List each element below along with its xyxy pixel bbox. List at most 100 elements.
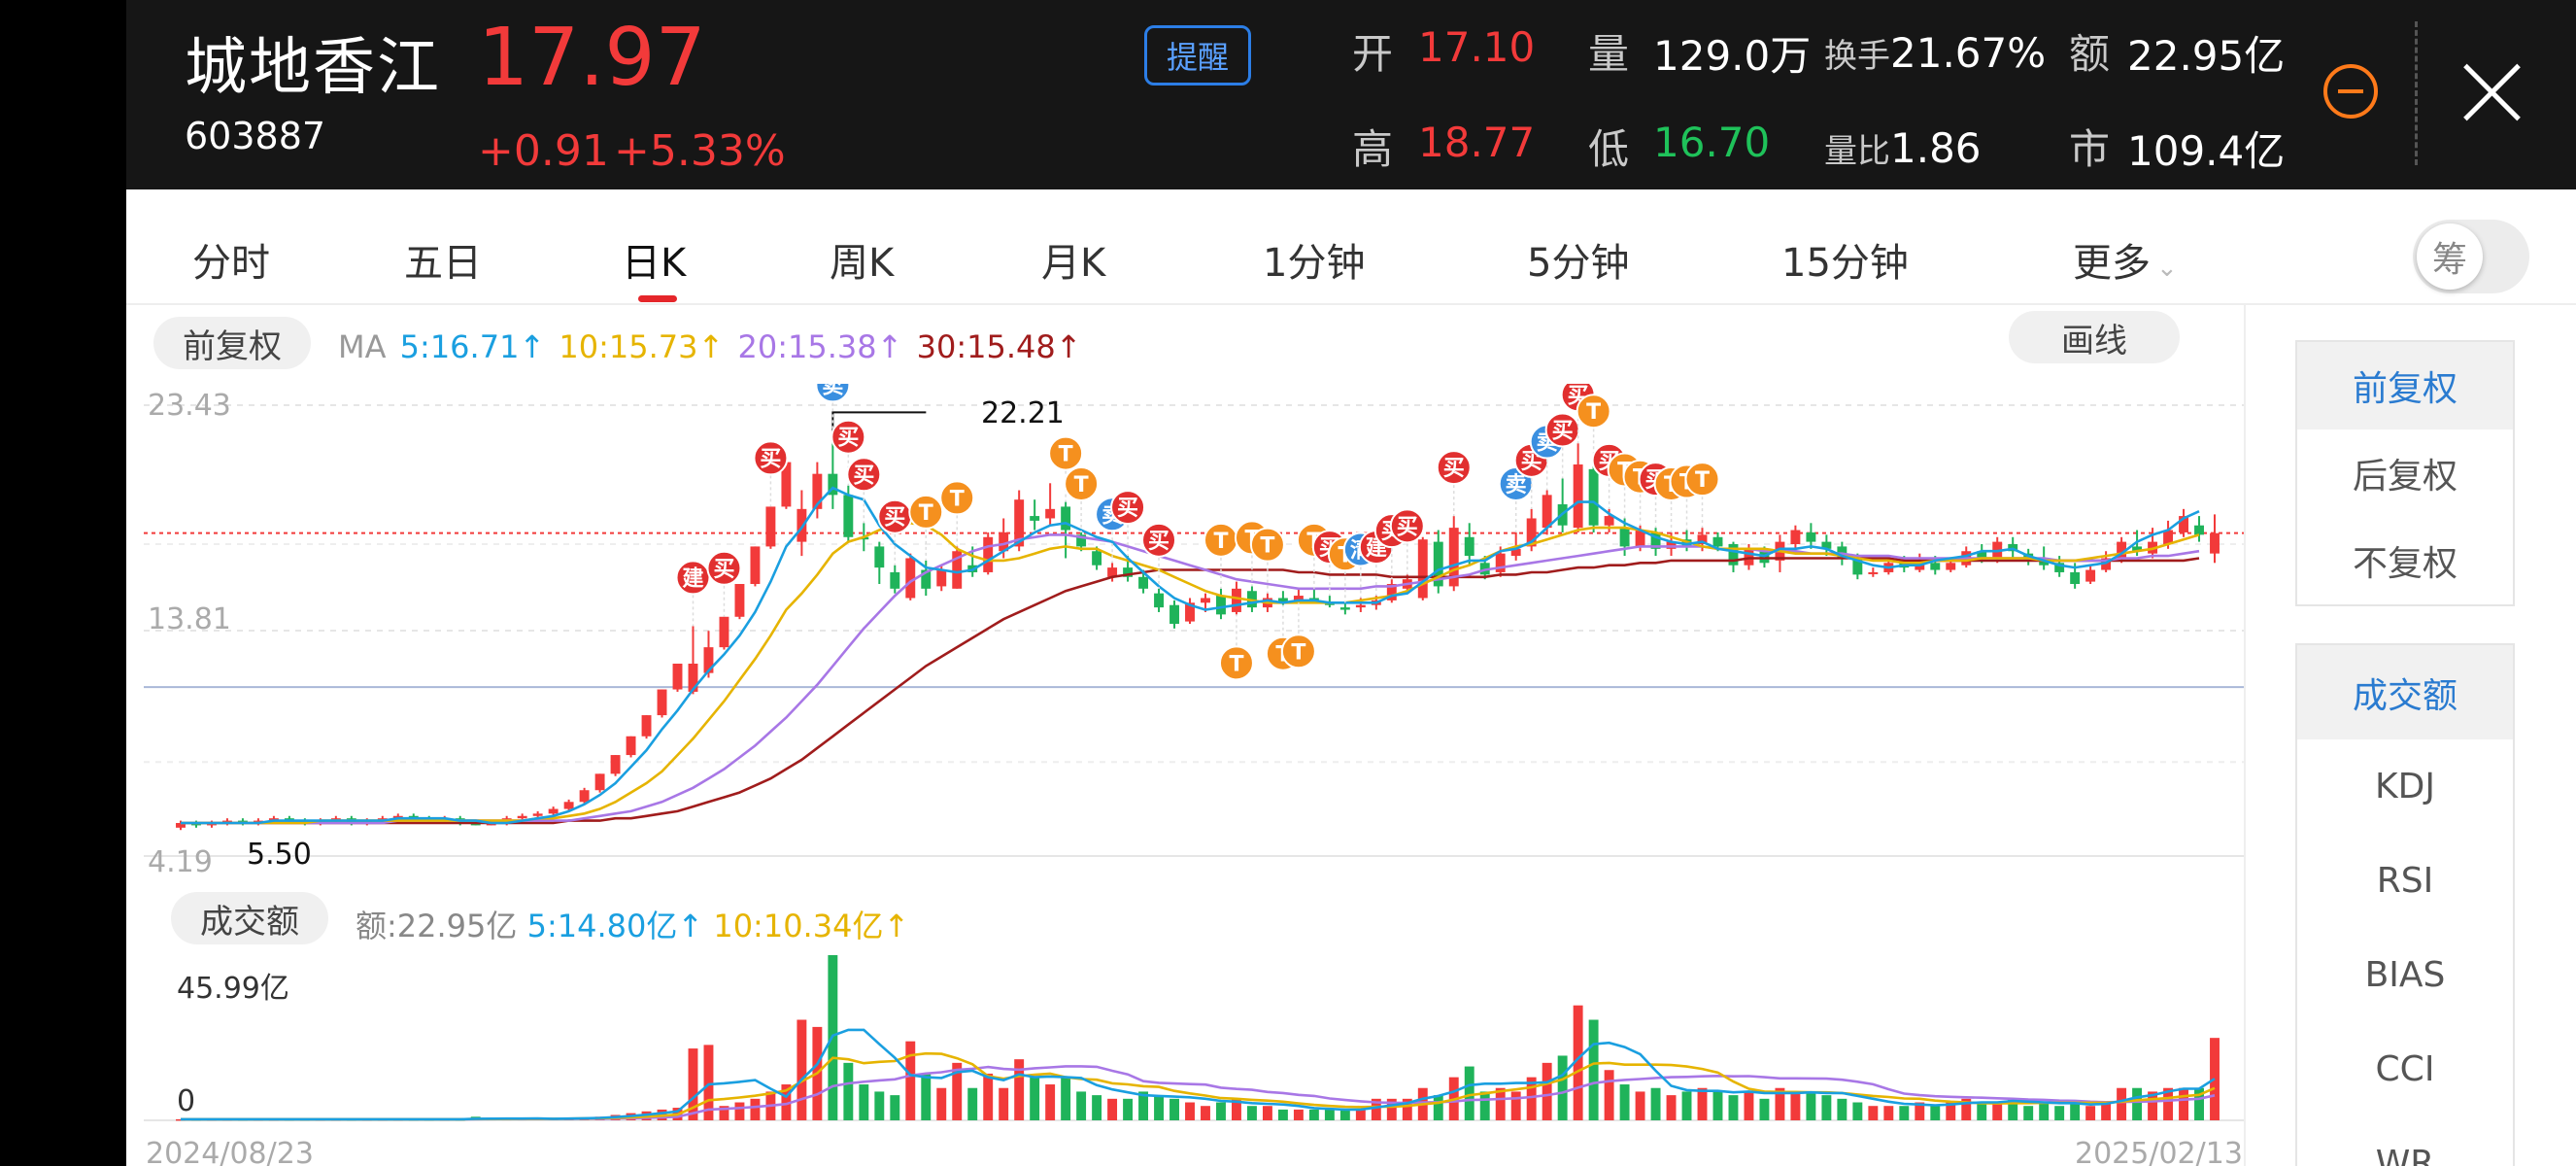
ma10-value: 10:15.73↑ xyxy=(559,328,725,365)
indicator-panel: 成交额 KDJ RSI BIAS CCI WR xyxy=(2295,643,2515,1166)
marker-label: T xyxy=(1291,640,1305,665)
candle-body xyxy=(1433,541,1443,587)
candle-body xyxy=(905,558,916,599)
y-axis-top-label: 23.43 xyxy=(148,389,231,423)
candle-body xyxy=(1573,464,1583,529)
marker-badge xyxy=(1684,462,1720,497)
tab-5min[interactable]: 5分钟 xyxy=(1527,241,1630,286)
side-forward-adjust[interactable]: 前复权 xyxy=(2297,342,2513,429)
side-indicator-amount[interactable]: 成交额 xyxy=(2297,645,2513,739)
volume-bar xyxy=(1930,1106,1941,1120)
volume-bar xyxy=(1293,1109,1304,1120)
volume-label: 量 xyxy=(1588,30,1630,78)
candle-body xyxy=(657,689,667,716)
volume-bar xyxy=(1681,1091,1692,1120)
candle-body xyxy=(176,822,186,828)
candle-body xyxy=(1526,518,1537,547)
volume-bar xyxy=(936,1087,947,1120)
volume-indicator-button[interactable]: 成交额 xyxy=(171,892,328,944)
marker-label: T xyxy=(919,501,933,526)
tab-monthly-k[interactable]: 月K xyxy=(1041,241,1106,286)
remove-watchlist-icon[interactable] xyxy=(2323,64,2378,119)
side-indicator-cci[interactable]: CCI xyxy=(2375,1049,2435,1089)
tab-weekly-k[interactable]: 周K xyxy=(830,241,895,286)
volume-bar xyxy=(1262,1106,1272,1120)
volume-bar xyxy=(1635,1091,1645,1120)
marker-label: 买 xyxy=(1117,497,1138,521)
volume-bar xyxy=(1604,1070,1614,1120)
marker-label: 买 xyxy=(1397,515,1418,539)
volume-bar xyxy=(905,1041,916,1120)
chart-right-border xyxy=(2244,303,2246,1166)
side-indicator-kdj[interactable]: KDJ xyxy=(2375,767,2435,806)
volume-bar xyxy=(2194,1087,2204,1120)
kline-chart[interactable]: 建买买卖买买买TTTT卖买买TTTTTTT买T清建买买买卖买卖买买T买TT买TT… xyxy=(144,384,2244,889)
header-divider xyxy=(2415,21,2418,165)
volume-bar xyxy=(1030,1077,1040,1120)
volume-bar xyxy=(2023,1106,2034,1120)
quote-header: 城地香江 603887 17.97 +0.91 +5.33% 提醒 开 17.1… xyxy=(126,0,2576,189)
tab-intraday[interactable]: 分时 xyxy=(192,241,270,286)
candle-body xyxy=(1728,544,1739,566)
side-no-adjust[interactable]: 不复权 xyxy=(2352,544,2457,584)
volume-bar xyxy=(1339,1109,1350,1120)
candle-body xyxy=(1355,604,1366,608)
marker-label: 买 xyxy=(837,427,859,451)
candle-body xyxy=(2054,563,2065,572)
volume-bar xyxy=(1371,1098,1381,1120)
volume-bar xyxy=(890,1095,900,1120)
trade-marker-t: T xyxy=(1048,435,1084,502)
candle-body xyxy=(1635,530,1645,547)
volume-bar xyxy=(1712,1091,1723,1120)
volume-bar xyxy=(797,1019,807,1120)
tab-15min[interactable]: 15分钟 xyxy=(1781,241,1909,286)
side-indicator-wr[interactable]: WR xyxy=(2375,1144,2435,1166)
volume-bar xyxy=(1107,1098,1118,1120)
volume-bar xyxy=(2117,1087,2127,1120)
volume-bar xyxy=(1014,1059,1025,1120)
candle-body xyxy=(1806,532,1816,542)
volume-bar xyxy=(1837,1098,1847,1120)
side-indicator-bias[interactable]: BIAS xyxy=(2364,955,2446,995)
volume-bar xyxy=(1246,1106,1257,1120)
draw-line-button[interactable]: 画线 xyxy=(2009,311,2180,363)
candle-body xyxy=(2132,546,2143,552)
remind-button[interactable]: 提醒 xyxy=(1144,25,1251,86)
volume-bar xyxy=(1728,1095,1739,1120)
tab-1min[interactable]: 1分钟 xyxy=(1263,241,1366,286)
volume-bar xyxy=(1479,1091,1490,1120)
trade-marker-buy: 买 xyxy=(1110,490,1146,557)
volume-value: 129.0万 xyxy=(1653,32,1812,80)
marker-badge xyxy=(1436,450,1472,486)
volume-bar xyxy=(1277,1109,1288,1120)
open-label: 开 xyxy=(1352,30,1394,78)
side-backward-adjust[interactable]: 后复权 xyxy=(2352,457,2457,497)
tab-five-day[interactable]: 五日 xyxy=(404,241,482,286)
tab-daily-k[interactable]: 日K xyxy=(622,241,687,286)
volume-bar xyxy=(1588,1019,1599,1120)
trade-marker-t: T xyxy=(1249,527,1285,594)
candle-body xyxy=(812,473,823,509)
tab-more[interactable]: 更多 ⌄ xyxy=(2073,231,2178,288)
volume-chart[interactable] xyxy=(144,938,2244,1122)
marker-badge xyxy=(830,419,866,455)
volume-bar xyxy=(1992,1102,2003,1120)
trade-marker-buy: 买 xyxy=(753,440,789,507)
candle-body xyxy=(1495,553,1506,572)
candle-body xyxy=(1138,576,1149,589)
volume-bar xyxy=(1526,1077,1537,1120)
side-indicator-rsi[interactable]: RSI xyxy=(2376,861,2434,901)
volume-bar xyxy=(1557,1055,1568,1120)
close-icon[interactable] xyxy=(2457,58,2525,126)
marker-label: 建 xyxy=(682,566,703,591)
volume-ma20-line xyxy=(181,1065,2216,1121)
volume-bar xyxy=(1061,1077,1071,1120)
marker-badge xyxy=(706,550,742,586)
turnover-stat: 换手21.67% xyxy=(1824,29,2046,77)
volume-bar xyxy=(2085,1106,2096,1120)
min-price-label: 5.50 xyxy=(247,838,312,872)
candle-body xyxy=(1154,593,1164,608)
chip-distribution-toggle[interactable]: 筹 xyxy=(2413,220,2529,293)
volume-bar xyxy=(1806,1091,1816,1120)
adjust-mode-button[interactable]: 前复权 xyxy=(153,317,311,369)
